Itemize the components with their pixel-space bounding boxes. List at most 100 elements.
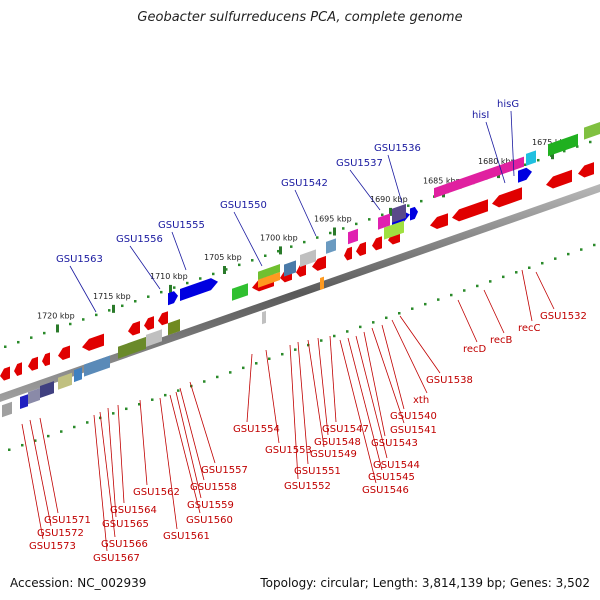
top-leader-line (233, 211, 263, 267)
gene-feature (492, 187, 522, 208)
bottom-gene-label: GSU1540 (390, 411, 437, 422)
bottom-leader-line (307, 339, 325, 448)
top-leader-line (294, 189, 317, 237)
bottom-leader-line (399, 315, 441, 374)
bottom-gene-label: GSU1561 (163, 531, 210, 542)
bottom-leader-line (339, 339, 377, 484)
bottom-gene-label: GSU1552 (284, 481, 331, 492)
bottom-gene-label: GSU1559 (187, 500, 234, 511)
top-gene-label: GSU1536 (374, 143, 421, 154)
gene-feature (356, 241, 366, 256)
bottom-gene-label: GSU1547 (322, 424, 369, 435)
bottom-gene-label: GSU1553 (265, 445, 312, 456)
top-leader-line (510, 110, 515, 177)
top-gene-label: GSU1563 (56, 254, 103, 265)
gene-feature (82, 333, 104, 351)
scale-tick-label: 1720 kbp (37, 311, 75, 320)
bottom-gene-label: recD (463, 344, 487, 355)
top-leader-line (485, 121, 506, 184)
scale-tick-mark (223, 266, 226, 274)
gene-feature (20, 394, 28, 409)
top-leader-line (69, 265, 97, 313)
scale-tick-mark (279, 246, 282, 255)
scale-tick-label: 1685 kbp (423, 176, 461, 185)
bottom-gene-label: GSU1554 (233, 424, 280, 435)
bottom-leader-line (189, 381, 216, 464)
backbone (0, 184, 600, 402)
gene-feature (284, 260, 296, 277)
scale-ticks: 1675 kbp 1680 kbp 1685 kbp 1690 kbp 1695 kbp… (37, 138, 570, 333)
gene-feature (28, 388, 40, 405)
scale-tick-label: 1710 kbp (150, 272, 188, 281)
bottom-leader-line (179, 387, 205, 481)
bottom-leader-line (93, 414, 108, 552)
gene-feature (300, 249, 316, 267)
bottom-gene-label: GSU1565 (102, 519, 149, 530)
bottom-leader-line (29, 419, 52, 527)
bottom-leader-line (107, 407, 117, 518)
bottom-gene-label: GSU1560 (186, 515, 233, 526)
scale-tick-label: 1705 kbp (204, 253, 242, 262)
gene-feature (320, 276, 324, 290)
topology-text: Topology: circular; Length: 3,814,139 bp… (260, 576, 590, 590)
bottom-leader-line (457, 299, 478, 343)
bottom-gene-label: GSU1551 (294, 466, 341, 477)
gene-feature (58, 345, 70, 361)
gene-feature (118, 336, 146, 359)
bottom-gene-label: GSU1532 (540, 311, 587, 322)
scale-tick-label: 1695 kbp (314, 215, 352, 224)
top-gene-label: GSU1542 (281, 178, 328, 189)
bottom-gene-label: GSU1549 (310, 449, 357, 460)
scale-tick-label: 1700 kbp (260, 233, 298, 242)
gene-feature (348, 228, 358, 245)
gene-feature (372, 236, 382, 251)
top-gene-label: hisI (472, 110, 489, 121)
gene-feature (548, 133, 578, 157)
gene-feature (180, 278, 218, 301)
bottom-gene-label: recC (518, 323, 541, 334)
bottom-leader-line (381, 324, 405, 410)
scale-tick-label: 1680 kbp (478, 157, 516, 166)
gene-feature (578, 162, 594, 178)
scale-tick-mark (551, 151, 554, 160)
gene-feature (258, 272, 280, 288)
bottom-gene-label: GSU1545 (368, 472, 415, 483)
scale-tick-label: 1715 kbp (93, 292, 131, 301)
top-leader-line (129, 245, 161, 290)
bottom-leader-line (371, 327, 405, 424)
bottom-leader-line (246, 353, 253, 423)
top-leader-line (387, 154, 403, 204)
scale-tick-mark (56, 324, 59, 333)
bottom-leader-line (483, 289, 505, 334)
gene-feature (144, 316, 154, 331)
bottom-leader-line (289, 344, 299, 480)
gene-feature (74, 367, 82, 383)
gene-feature (430, 213, 448, 230)
gene-feature (158, 311, 168, 326)
gene-feature (452, 199, 488, 222)
gene-feature (128, 321, 140, 336)
gene-feature (434, 156, 524, 199)
gene-feature (392, 203, 406, 223)
bottom-gene-label: GSU1548 (314, 437, 361, 448)
bottom-gene-label: GSU1572 (37, 528, 84, 539)
scale-tick-mark (112, 304, 115, 313)
gene-feature (344, 246, 352, 261)
bottom-gene-label: GSU1562 (133, 487, 180, 498)
scale-tick-label: 1690 kbp (370, 195, 408, 204)
gene-feature (584, 122, 600, 140)
bottom-leader-line (39, 417, 59, 514)
bottom-gene-label: GSU1544 (373, 460, 420, 471)
bottom-leader-line (521, 269, 533, 322)
top-gene-label: GSU1550 (220, 200, 267, 211)
gene-feature (526, 150, 536, 166)
bottom-gene-label: GSU1566 (101, 539, 148, 550)
bottom-gene-label: GSU1571 (44, 515, 91, 526)
gene-feature (296, 262, 306, 277)
bottom-gene-label: GSU1573 (29, 541, 76, 552)
top-gene-labels: hisG hisI GSU1536 GSU1537 GSU1542 GSU1550 GSU1… (56, 99, 519, 313)
map-title: Geobacter sulfurreducens PCA, complete g… (137, 10, 463, 25)
top-gene-label: hisG (497, 99, 519, 110)
scale-tick-mark (333, 227, 336, 236)
